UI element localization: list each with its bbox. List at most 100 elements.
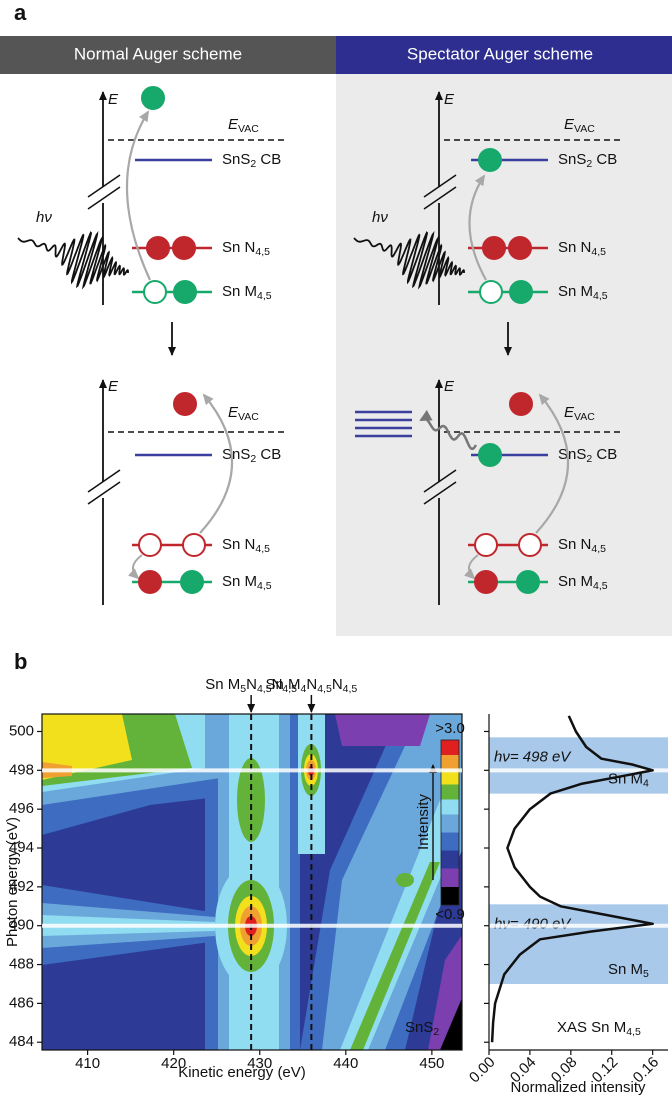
electron bbox=[509, 280, 533, 304]
text-part: CB bbox=[256, 446, 281, 463]
axis-break bbox=[435, 187, 443, 203]
y-tick-label: 500 bbox=[9, 722, 34, 739]
subscript: 4,5 bbox=[282, 683, 297, 695]
subscript: 5 bbox=[240, 683, 246, 695]
subscript: 2 bbox=[586, 158, 592, 170]
axis-break bbox=[87, 186, 121, 210]
auger-label: Sn M5N4,5N4,5 bbox=[205, 676, 297, 695]
subscript: 4 bbox=[643, 777, 649, 789]
band-label: SnS2 CB bbox=[222, 446, 281, 465]
axis-label: E bbox=[108, 378, 119, 395]
electron bbox=[138, 570, 162, 594]
text-part: N bbox=[332, 676, 343, 693]
electron bbox=[180, 570, 204, 594]
text-part: N bbox=[246, 676, 257, 693]
electron bbox=[508, 236, 532, 260]
edge-label: Sn M5 bbox=[608, 961, 649, 980]
xas-curve bbox=[490, 715, 654, 1043]
x-axis-label: Normalized intensity bbox=[510, 1079, 646, 1096]
highlight-band bbox=[489, 904, 668, 984]
axis-label: E bbox=[444, 378, 455, 395]
axis-break bbox=[423, 481, 457, 505]
subscript: 5 bbox=[643, 968, 649, 980]
photon-label: hν bbox=[372, 209, 388, 226]
subscript: 4,5 bbox=[317, 683, 332, 695]
subscript: 4 bbox=[301, 683, 307, 695]
text-part: SnS bbox=[558, 151, 586, 168]
level-label: Sn M4,5 bbox=[558, 283, 608, 302]
colorbar-tick-label: >3.0 bbox=[435, 720, 465, 737]
text-part: Sn M bbox=[608, 961, 643, 978]
panel-label: a bbox=[14, 0, 27, 25]
level-label: Sn M4,5 bbox=[222, 573, 272, 592]
band-label: SnS2 CB bbox=[558, 446, 617, 465]
level-label: Sn N4,5 bbox=[558, 239, 606, 258]
axis-break bbox=[423, 469, 457, 493]
auger-arrow bbox=[199, 393, 234, 534]
y-tick-label: 496 bbox=[9, 800, 34, 817]
colorbar-tick-label: <0.9 bbox=[435, 906, 465, 923]
subscript: 2 bbox=[250, 453, 256, 465]
panel-label: b bbox=[14, 649, 27, 674]
scheme-title: Normal Auger scheme bbox=[74, 44, 242, 63]
electron bbox=[478, 148, 502, 172]
electron bbox=[173, 280, 197, 304]
text-part: Sn M bbox=[205, 676, 240, 693]
hole bbox=[518, 533, 542, 557]
text-part: SnS bbox=[558, 446, 586, 463]
subscript: 2 bbox=[250, 158, 256, 170]
subscript: 4,5 bbox=[255, 543, 270, 555]
hole bbox=[143, 280, 167, 304]
subscript: 4,5 bbox=[257, 683, 272, 695]
axis-label: E bbox=[108, 91, 119, 108]
y-tick-label: 492 bbox=[9, 878, 34, 895]
electron bbox=[482, 236, 506, 260]
text-part: Sn N bbox=[558, 536, 591, 553]
y-tick-label: 494 bbox=[9, 839, 34, 856]
excitation-arrow bbox=[125, 110, 151, 281]
axis-label: E bbox=[444, 91, 455, 108]
text-part: E bbox=[228, 116, 239, 133]
header-bar bbox=[336, 36, 672, 74]
subscript: VAC bbox=[574, 411, 595, 423]
text-part: Sn N bbox=[558, 239, 591, 256]
text-part: Sn M bbox=[222, 573, 257, 590]
electron bbox=[146, 236, 170, 260]
text-part: Sn N bbox=[222, 239, 255, 256]
subscript: 4,5 bbox=[593, 580, 608, 592]
band-label: SnS2 CB bbox=[222, 151, 281, 170]
decay-arrow bbox=[127, 554, 143, 580]
electron bbox=[516, 570, 540, 594]
x-tick-label: 430 bbox=[247, 1055, 272, 1072]
axis-break bbox=[87, 174, 121, 198]
axis-break bbox=[435, 482, 443, 498]
level-label: Sn M4,5 bbox=[558, 573, 608, 592]
level-label: Sn M4,5 bbox=[222, 283, 272, 302]
subscript: VAC bbox=[238, 411, 259, 423]
level-label: Sn N4,5 bbox=[222, 239, 270, 258]
photon-label: hν bbox=[36, 209, 52, 226]
y-tick-label: 486 bbox=[9, 994, 34, 1011]
x-tick-label: 410 bbox=[75, 1055, 100, 1072]
text-part: CB bbox=[256, 151, 281, 168]
axis-break bbox=[87, 469, 121, 493]
y-tick-label: 488 bbox=[9, 956, 34, 973]
text-part: SnS bbox=[405, 1019, 433, 1036]
vacuum-label: EVAC bbox=[564, 404, 595, 423]
vacuum-label: EVAC bbox=[228, 404, 259, 423]
text-part: Sn M bbox=[266, 676, 301, 693]
text-part: CB bbox=[592, 446, 617, 463]
colorbar-label: Intensity bbox=[415, 794, 432, 850]
level-label: Sn N4,5 bbox=[222, 536, 270, 555]
subscript: 4,5 bbox=[626, 1026, 641, 1038]
x-tick-label: 450 bbox=[419, 1055, 444, 1072]
subscript: 2 bbox=[586, 453, 592, 465]
text-part: SnS bbox=[222, 446, 250, 463]
subscript: 4,5 bbox=[255, 246, 270, 258]
level-label: Sn N4,5 bbox=[558, 536, 606, 555]
subscript: VAC bbox=[238, 123, 259, 135]
subscript: VAC bbox=[574, 123, 595, 135]
vacuum-label: EVAC bbox=[228, 116, 259, 135]
